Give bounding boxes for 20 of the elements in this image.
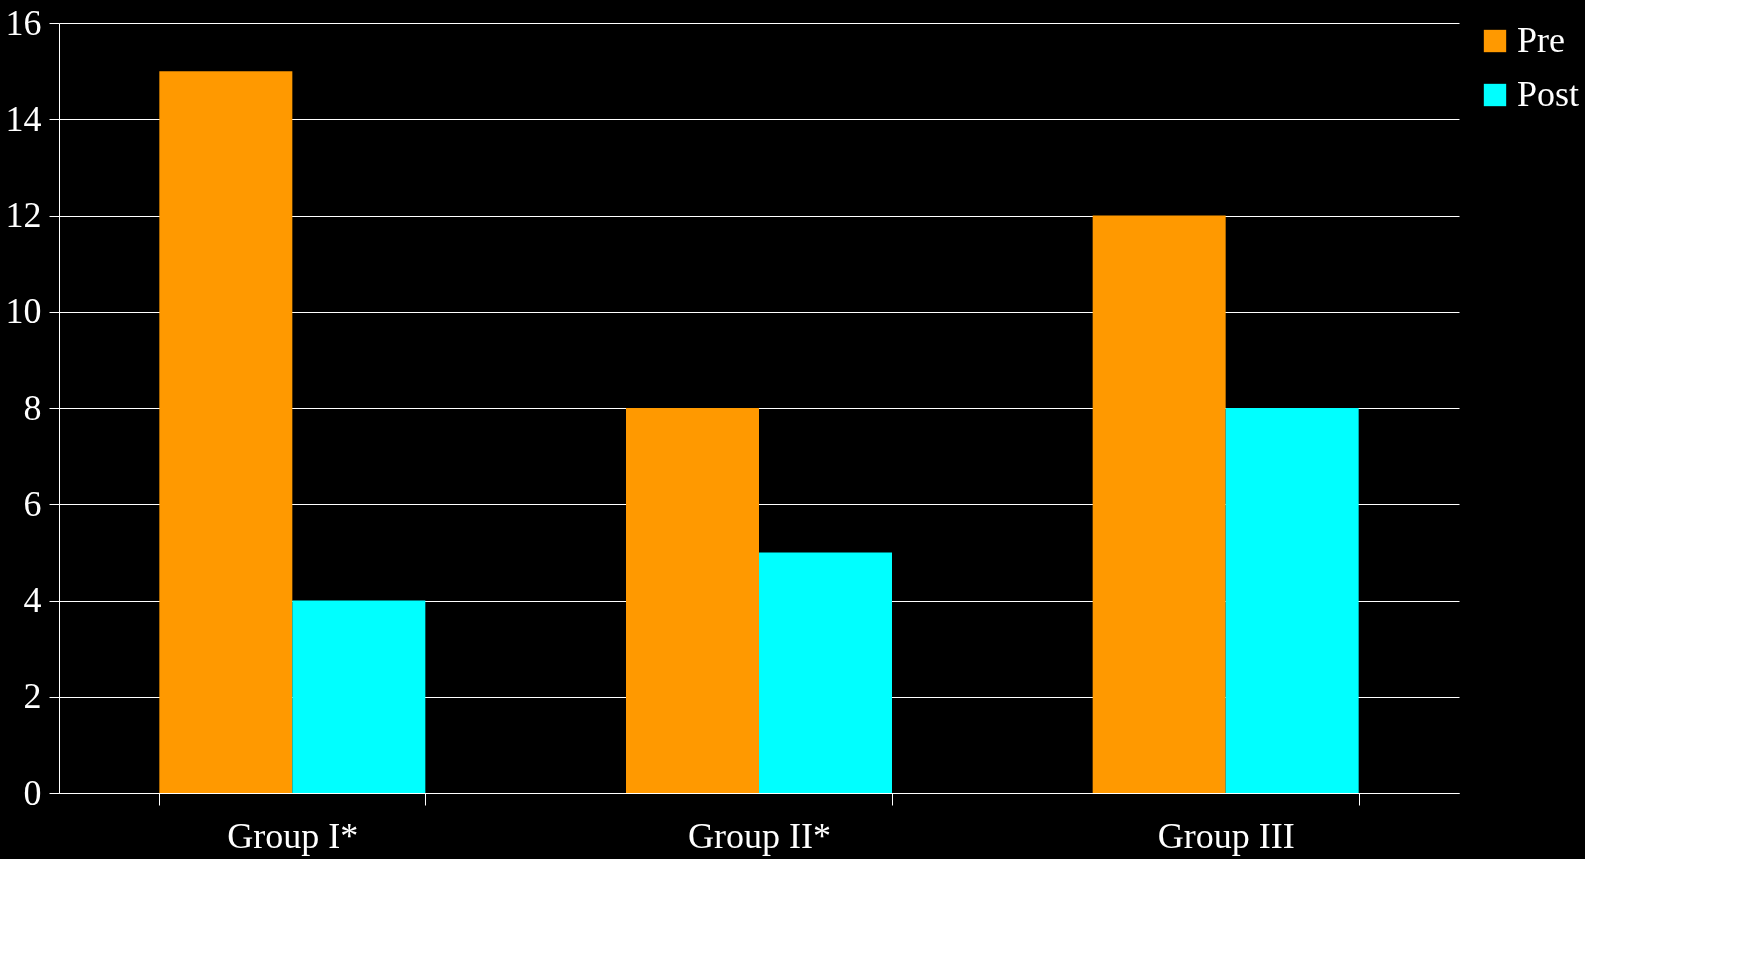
- bar: [1225, 408, 1359, 793]
- bar: [759, 552, 892, 793]
- y-tick-label: 10: [5, 291, 42, 332]
- y-tick-label: 14: [5, 98, 42, 139]
- y-tick-label: 6: [23, 483, 42, 524]
- bar: [626, 408, 759, 793]
- legend-label: Pre: [1517, 20, 1565, 60]
- y-tick-label: 4: [23, 580, 42, 620]
- bar: [1092, 215, 1226, 793]
- x-tick-label: Group II*: [688, 815, 831, 856]
- y-tick-label: 0: [23, 772, 42, 813]
- y-tick-label: 2: [23, 676, 42, 717]
- y-tick-label: 16: [5, 2, 42, 43]
- y-tick-label: 12: [5, 195, 42, 235]
- bar: [159, 71, 293, 793]
- x-tick-label: Group III: [1157, 815, 1295, 856]
- x-tick-label: Group I*: [227, 815, 359, 856]
- y-tick-label: 8: [23, 387, 42, 428]
- legend-label: Post: [1517, 74, 1580, 114]
- bar: [292, 600, 426, 793]
